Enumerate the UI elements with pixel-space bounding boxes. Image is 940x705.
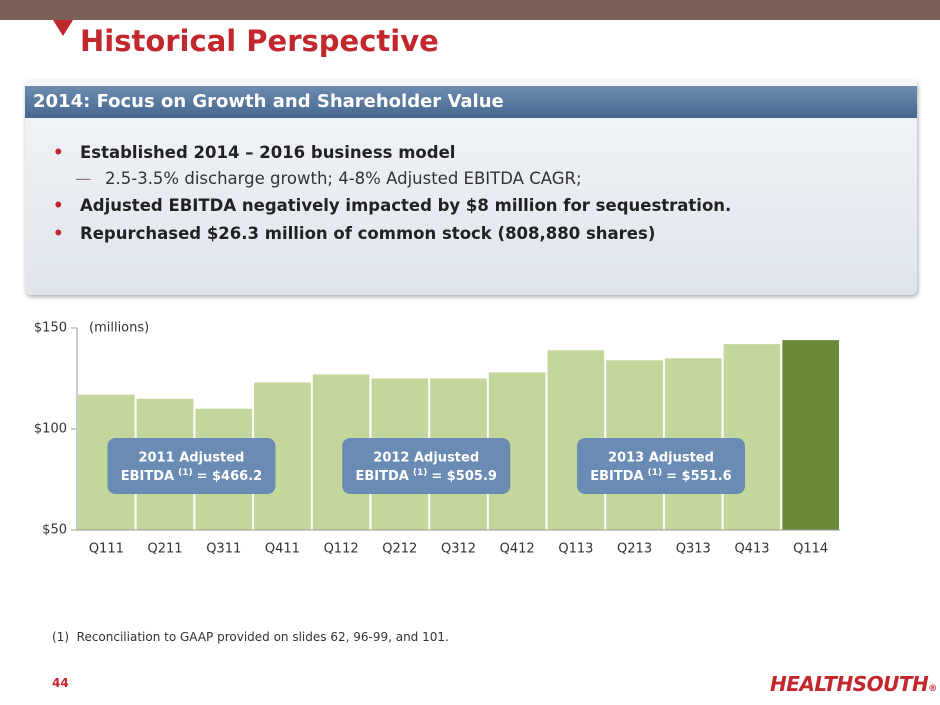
footnote-marker: (1) [52,630,69,644]
annotation-box [576,438,745,494]
annotation-line: 2011 Adjusted [139,451,245,466]
x-tick-label: Q213 [617,542,652,557]
bullet: Established 2014 – 2016 business model [53,143,455,162]
x-tick-label: Q113 [558,542,593,557]
x-tick-label: Q112 [324,542,359,557]
page-number: 44 [52,676,69,690]
x-tick-label: Q111 [89,542,124,557]
y-tick-label: $50 [42,523,67,538]
x-tick-label: Q412 [500,542,535,557]
annotation-line: 2012 Adjusted [373,451,479,466]
annotation-sup: (1) [413,468,428,478]
title-marker [53,20,73,36]
bullet: Repurchased $26.3 million of common stoc… [53,224,655,243]
x-tick-label: Q413 [734,542,769,557]
annotation-text: = $551.6 [666,469,732,484]
annotation-text: EBITDA [590,469,643,484]
annotation: 2013 Adjusted EBITDA (1) = $551.6 [576,438,745,494]
annotation: 2012 Adjusted EBITDA (1) = $505.9 [342,438,511,494]
y-tick-label: $150 [34,321,67,336]
annotation-line: 2013 Adjusted [608,451,714,466]
bar [782,340,839,530]
x-tick-label: Q212 [382,542,417,557]
top-bar [0,0,940,20]
x-tick-label: Q311 [206,542,241,557]
annotation-text: = $466.2 [197,469,263,484]
sub-bullet: 2.5-3.5% discharge growth; 4-8% Adjusted… [75,169,582,188]
x-tick-label: Q313 [676,542,711,557]
annotation-sup: (1) [178,468,193,478]
annotation-box [107,438,276,494]
annotation-text: EBITDA [355,469,408,484]
chart: (millions) $50 $100 $150 Q111 Q211 Q311 Q411 Q1… [34,321,840,557]
slide-title: Historical Perspective [80,24,439,58]
x-tick-label: Q211 [148,542,183,557]
logo-text: HEALTHSOUTH [770,672,929,696]
annotation-text: EBITDA [121,469,174,484]
x-tick-label: Q312 [441,542,476,557]
x-tick-label: Q411 [265,542,300,557]
logo-mark: ® [928,684,937,694]
annotation-line: EBITDA (1) = $551.6 [590,468,731,484]
panel-title: 2014: Focus on Growth and Shareholder Va… [25,86,917,118]
annotation-line: EBITDA (1) = $505.9 [355,468,496,484]
footnote-text: Reconciliation to GAAP provided on slide… [76,630,449,644]
x-tick-label: Q114 [793,542,828,557]
logo: HEALTHSOUTH® [770,672,937,696]
bar [723,344,781,530]
annotation-text: = $505.9 [431,469,497,484]
y-tick-label: $100 [34,422,67,437]
annotation-box [342,438,511,494]
annotation: 2011 Adjusted EBITDA (1) = $466.2 [107,438,276,494]
annotation-sup: (1) [648,468,663,478]
bullet: Adjusted EBITDA negatively impacted by $… [53,196,731,215]
unit-label: (millions) [89,321,149,336]
annotation-line: EBITDA (1) = $466.2 [121,468,262,484]
footnote: (1) Reconciliation to GAAP provided on s… [52,630,449,644]
